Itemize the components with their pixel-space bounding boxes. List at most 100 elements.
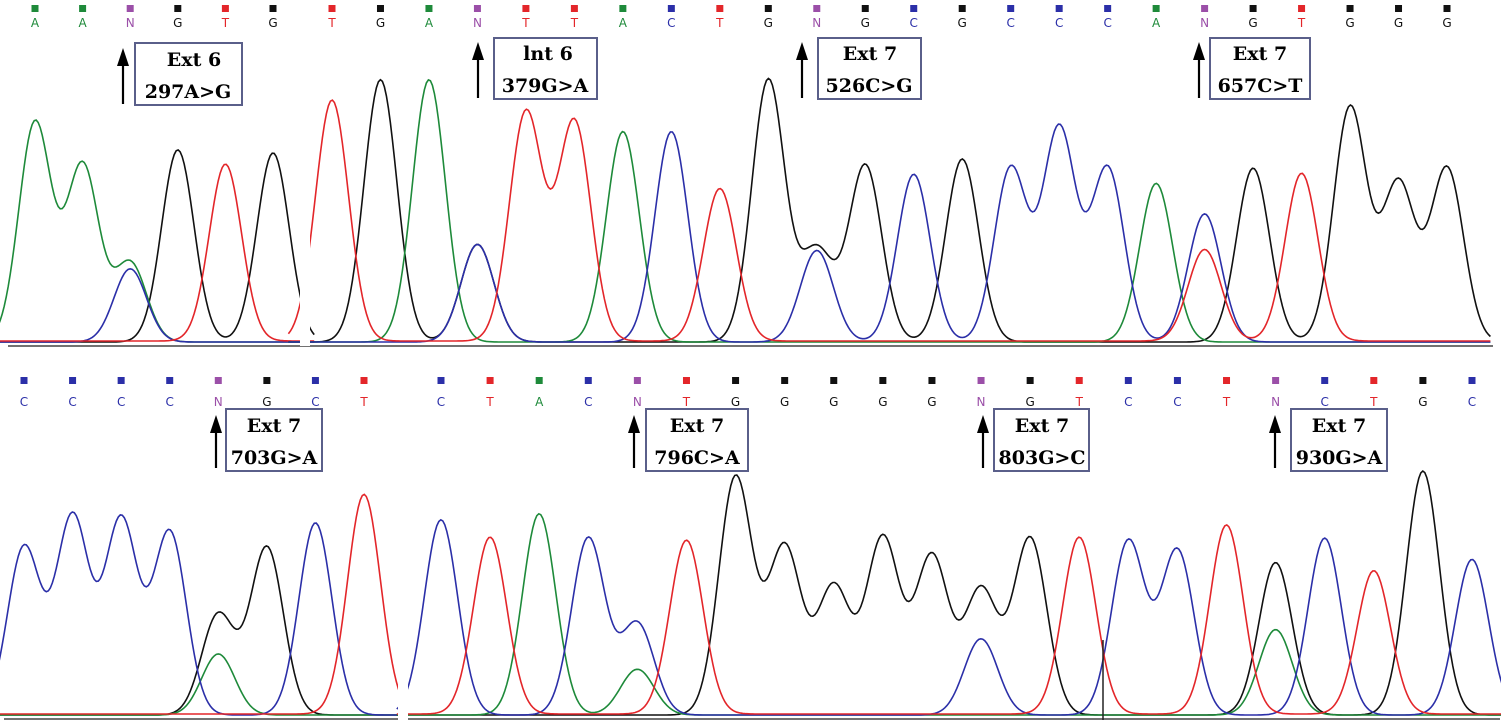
arrowhead-icon bbox=[977, 415, 989, 433]
base-marker-A bbox=[535, 377, 543, 384]
base-letter-G: G bbox=[878, 395, 887, 409]
base-marker-C bbox=[910, 5, 918, 12]
chromatogram-row-1: A A N G T G T G A N T T A C T G N G C G C C C A N G T G G G Ext 6 297… bbox=[0, 5, 1493, 347]
trace-T bbox=[0, 493, 407, 715]
base-marker-G bbox=[376, 5, 384, 12]
mutation-callout-7: Ext 7 803G>C bbox=[977, 408, 1090, 472]
base-marker-T bbox=[328, 5, 336, 12]
callout-region: Ext 7 bbox=[1233, 43, 1287, 65]
base-letter-G: G bbox=[927, 395, 936, 409]
base-letter-T: T bbox=[1222, 395, 1231, 409]
mutation-callout-4: Ext 7 657C>T bbox=[1193, 37, 1311, 100]
base-marker-T bbox=[221, 5, 229, 12]
callout-box bbox=[817, 37, 922, 100]
base-letter-N: N bbox=[977, 395, 986, 409]
callout-variant: 796C>A bbox=[654, 447, 740, 469]
base-marker-N bbox=[813, 5, 821, 12]
trace-A bbox=[0, 653, 407, 716]
base-letter-C: C bbox=[1173, 395, 1181, 409]
callout-variant: 526C>G bbox=[826, 75, 913, 97]
base-marker-N bbox=[473, 5, 481, 12]
callout-variant: 379G>A bbox=[502, 75, 589, 97]
base-marker-G bbox=[269, 5, 277, 12]
base-marker-N bbox=[1272, 377, 1280, 384]
base-letter-A: A bbox=[31, 16, 40, 30]
callout-box bbox=[134, 42, 243, 106]
callout-variant: 930G>A bbox=[1296, 447, 1383, 469]
base-letter-G: G bbox=[1442, 16, 1451, 30]
callout-box bbox=[1209, 37, 1311, 100]
base-marker-C bbox=[20, 377, 28, 384]
base-marker-T bbox=[1075, 377, 1083, 384]
base-letter-G: G bbox=[829, 395, 838, 409]
base-marker-T bbox=[522, 5, 530, 12]
trace-C bbox=[0, 267, 315, 343]
mutation-callout-5: Ext 7 703G>A bbox=[210, 408, 323, 472]
base-letter-C: C bbox=[437, 395, 445, 409]
base-letter-T: T bbox=[1075, 395, 1084, 409]
base-marker-N bbox=[214, 377, 222, 384]
base-marker-G bbox=[263, 377, 271, 384]
callout-box bbox=[645, 408, 749, 472]
callout-region: Ext 7 bbox=[1015, 415, 1069, 437]
base-marker-G bbox=[928, 377, 936, 384]
base-letter-N: N bbox=[126, 16, 135, 30]
base-letter-A: A bbox=[535, 395, 544, 409]
base-letter-A: A bbox=[425, 16, 434, 30]
base-letter-G: G bbox=[1248, 16, 1257, 30]
mutation-callout-1: Ext 6 297A>G bbox=[117, 42, 243, 106]
base-letter-G: G bbox=[262, 395, 271, 409]
arrowhead-icon bbox=[472, 42, 484, 60]
base-marker-A bbox=[425, 5, 433, 12]
base-marker-G bbox=[1443, 5, 1451, 12]
mutation-callout-8: Ext 7 930G>A bbox=[1269, 408, 1388, 472]
base-marker-G bbox=[830, 377, 838, 384]
base-marker-G bbox=[1026, 377, 1034, 384]
base-letter-C: C bbox=[1055, 16, 1063, 30]
arrowhead-icon bbox=[1193, 42, 1205, 60]
base-letter-T: T bbox=[1297, 16, 1306, 30]
callout-variant: 297A>G bbox=[145, 81, 232, 103]
base-letter-C: C bbox=[910, 16, 918, 30]
base-marker-C bbox=[166, 377, 174, 384]
trace-C bbox=[396, 518, 1501, 716]
base-letter-G: G bbox=[376, 16, 385, 30]
arrowhead-icon bbox=[628, 415, 640, 433]
callout-box bbox=[1290, 408, 1388, 472]
base-marker-C bbox=[117, 377, 125, 384]
base-letter-G: G bbox=[1418, 395, 1427, 409]
base-letter-G: G bbox=[764, 16, 773, 30]
chromatogram-row-2: C C C C N G C T C T A C N T G G G G G N G T C C T N C T G C Ext 7 703… bbox=[0, 372, 1501, 722]
mutation-callout-3: Ext 7 526C>G bbox=[796, 37, 922, 100]
base-letter-C: C bbox=[1007, 16, 1015, 30]
base-marker-N bbox=[1201, 5, 1209, 12]
callout-region: Ext 7 bbox=[670, 415, 724, 437]
base-letter-N: N bbox=[1271, 395, 1280, 409]
base-marker-G bbox=[174, 5, 182, 12]
arrowhead-icon bbox=[210, 415, 222, 433]
base-marker-G bbox=[879, 377, 887, 384]
base-marker-T bbox=[570, 5, 578, 12]
base-marker-G bbox=[1346, 5, 1354, 12]
callout-variant: 703G>A bbox=[231, 447, 318, 469]
base-marker-G bbox=[1395, 5, 1403, 12]
base-marker-G bbox=[958, 5, 966, 12]
trace-G bbox=[396, 469, 1501, 716]
base-letter-C: C bbox=[311, 395, 319, 409]
mutation-callout-6: Ext 7 796C>A bbox=[628, 408, 749, 472]
arrowhead-icon bbox=[1269, 415, 1281, 433]
base-letter-T: T bbox=[485, 395, 494, 409]
base-marker-C bbox=[1124, 377, 1132, 384]
base-marker-C bbox=[1173, 377, 1181, 384]
base-marker-G bbox=[732, 377, 740, 384]
trace-T bbox=[287, 99, 1491, 342]
base-letter-A: A bbox=[619, 16, 628, 30]
base-marker-A bbox=[79, 5, 87, 12]
base-letter-G: G bbox=[173, 16, 182, 30]
base-letter-C: C bbox=[1124, 395, 1132, 409]
base-marker-G bbox=[1249, 5, 1257, 12]
base-marker-C bbox=[1321, 377, 1329, 384]
base-letter-T: T bbox=[715, 16, 724, 30]
base-letter-C: C bbox=[68, 395, 76, 409]
